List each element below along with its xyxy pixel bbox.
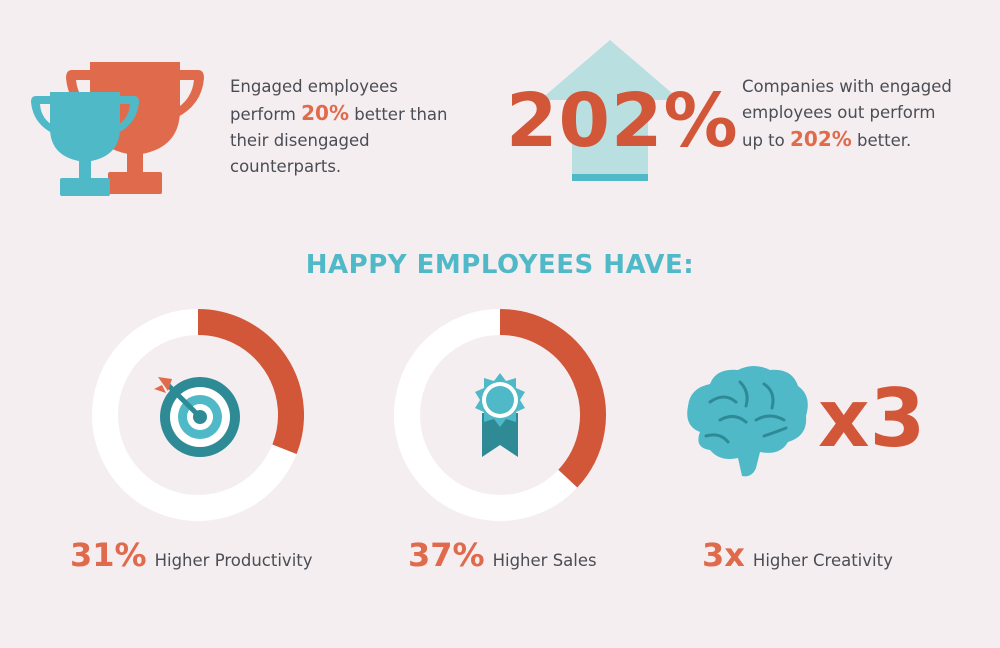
stat-2-highlight: 202% (790, 127, 852, 151)
stat-1-perform: perform (230, 105, 302, 124)
stat-1-line-4: counterparts. (230, 157, 342, 176)
stat-1-better-than: better than (349, 105, 448, 124)
stat-1-text: Engaged employees perform 20% better tha… (230, 74, 490, 180)
section-heading: HAPPY EMPLOYEES HAVE: (305, 250, 695, 280)
stat-2-line-3: up to 202% better. (742, 126, 992, 154)
brain-icon (687, 366, 808, 477)
stat-1-line-1: Engaged employees (230, 77, 398, 96)
creativity-value: 3x (702, 536, 745, 574)
productivity-donut (92, 309, 304, 521)
benefit-productivity: 31% Higher Productivity (70, 536, 313, 574)
stat-1-highlight: 20% (301, 101, 349, 125)
sales-label: Higher Sales (492, 551, 597, 570)
productivity-label: Higher Productivity (154, 551, 313, 570)
stat-2-line-2: employees out perform (742, 103, 936, 122)
stat-2-text: Companies with engaged employees out per… (742, 74, 992, 154)
benefit-creativity: 3x Higher Creativity (702, 536, 893, 574)
productivity-donut-arc (197, 309, 304, 455)
benefit-sales: 37% Higher Sales (408, 536, 597, 574)
stat-1-line-3: their disengaged (230, 131, 370, 150)
up-arrow-icon (540, 40, 680, 181)
sales-value: 37% (408, 536, 485, 574)
sales-donut (394, 309, 606, 521)
stat-1-line-2: perform 20% better than (230, 100, 490, 128)
stat-2-up-to: up to (742, 131, 790, 150)
trophy-icon (31, 62, 204, 196)
creativity-label: Higher Creativity (752, 551, 893, 570)
target-icon (154, 377, 240, 457)
productivity-value: 31% (70, 536, 147, 574)
award-ribbon-icon (475, 373, 525, 457)
sales-donut-arc (499, 309, 606, 488)
creativity-multiplier: x3 (818, 372, 926, 465)
stat-2-line-1: Companies with engaged (742, 77, 952, 96)
stat-2-big-value: 202% (506, 78, 739, 164)
stat-2-better: better. (851, 131, 912, 150)
